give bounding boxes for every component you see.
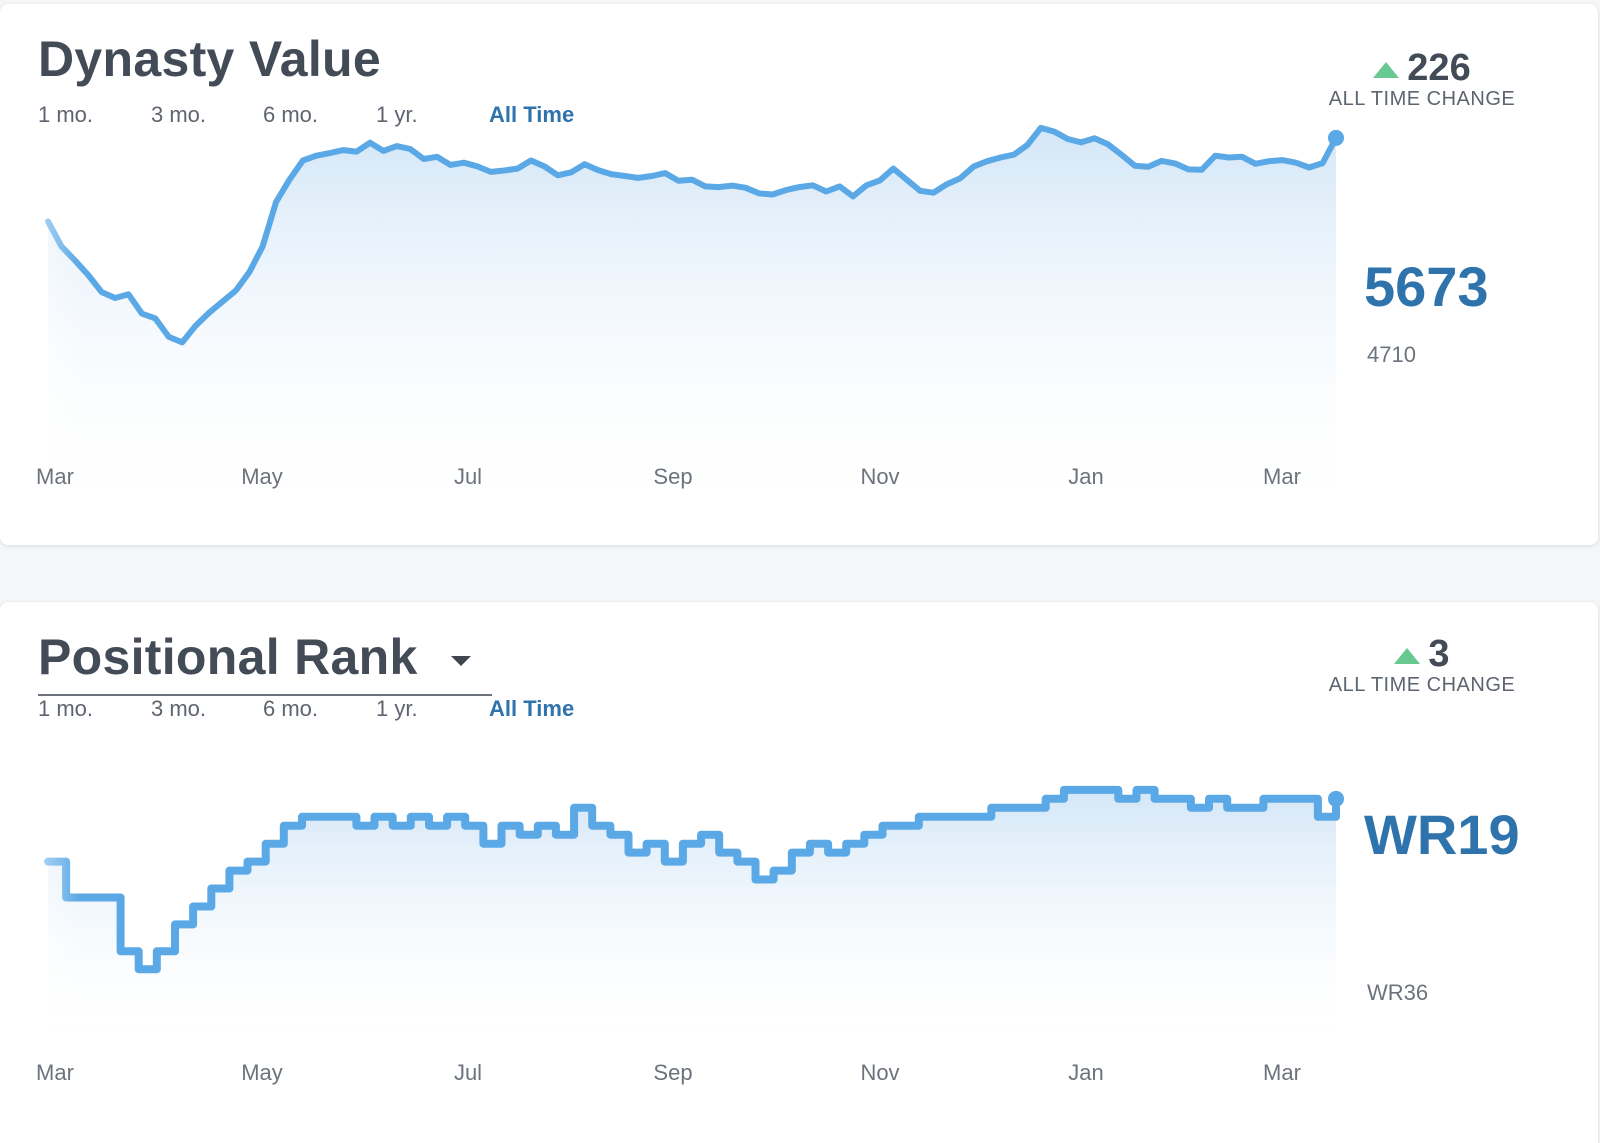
series-area-fill (48, 789, 1336, 1052)
all-time-change: 226 ALL TIME CHANGE (1312, 46, 1532, 111)
range-1-month[interactable]: 1 mo. (38, 102, 94, 127)
x-tick-label: Mar (36, 464, 74, 489)
positional-rank-card: Positional Rank 1 mo. 3 mo. 6 mo. 1 yr. … (0, 602, 1598, 1143)
chart-series (44, 785, 1340, 1052)
series-area-fill (48, 127, 1336, 515)
change-value: 226 (1407, 46, 1471, 89)
positional-rank-chart: Mar May Jul Sep Nov Jan Mar (36, 785, 1344, 1085)
x-tick-label: Jan (1068, 464, 1103, 489)
current-rank: WR19 (1364, 803, 1520, 866)
range-all-time[interactable]: All Time (489, 102, 575, 127)
chevron-down-icon (451, 656, 471, 666)
x-tick-label: Jul (454, 1060, 482, 1085)
up-arrow-icon (1373, 62, 1400, 78)
x-tick-label: Nov (860, 464, 899, 489)
range-6-months[interactable]: 6 mo. (263, 696, 319, 721)
series-line (45, 124, 1339, 346)
x-tick-label: May (241, 464, 283, 489)
range-1-month[interactable]: 1 mo. (38, 696, 94, 721)
baseline-value: 4710 (1367, 342, 1416, 367)
x-tick-label: Jul (454, 464, 482, 489)
dynasty-value-title: Dynasty Value (38, 31, 381, 87)
range-3-months[interactable]: 3 mo. (151, 102, 207, 127)
change-label: ALL TIME CHANGE (1328, 88, 1516, 110)
baseline-rank: WR36 (1367, 980, 1429, 1005)
all-time-change: 3 ALL TIME CHANGE (1312, 632, 1532, 697)
up-arrow-icon (1394, 648, 1421, 664)
x-tick-label: Sep (653, 464, 692, 489)
change-label: ALL TIME CHANGE (1328, 674, 1516, 696)
x-tick-label: Jan (1068, 1060, 1103, 1085)
range-1-year[interactable]: 1 yr. (376, 696, 418, 721)
positional-rank-title: Positional Rank (38, 629, 418, 685)
dynasty-value-card: Dynasty Value 1 mo. 3 mo. 6 mo. 1 yr. Al… (0, 4, 1598, 545)
x-tick-label: Mar (36, 1060, 74, 1085)
range-3-months[interactable]: 3 mo. (151, 696, 207, 721)
range-6-months[interactable]: 6 mo. (263, 102, 319, 127)
x-tick-label: May (241, 1060, 283, 1085)
series-line (44, 785, 1340, 974)
current-value: 5673 (1364, 255, 1489, 318)
x-tick-label: Mar (1263, 464, 1301, 489)
dynasty-value-chart: Mar May Jul Sep Nov Jan Mar (36, 124, 1344, 515)
x-tick-label: Mar (1263, 1060, 1301, 1085)
current-point-marker (1328, 790, 1344, 807)
x-tick-label: Sep (653, 1060, 692, 1085)
chart-series (45, 124, 1339, 515)
positional-rank-dropdown[interactable]: Positional Rank (38, 628, 492, 696)
range-all-time[interactable]: All Time (489, 696, 575, 721)
range-1-year[interactable]: 1 yr. (376, 102, 418, 127)
change-value: 3 (1428, 632, 1450, 675)
x-tick-label: Nov (860, 1060, 899, 1085)
current-point-marker (1328, 129, 1344, 146)
